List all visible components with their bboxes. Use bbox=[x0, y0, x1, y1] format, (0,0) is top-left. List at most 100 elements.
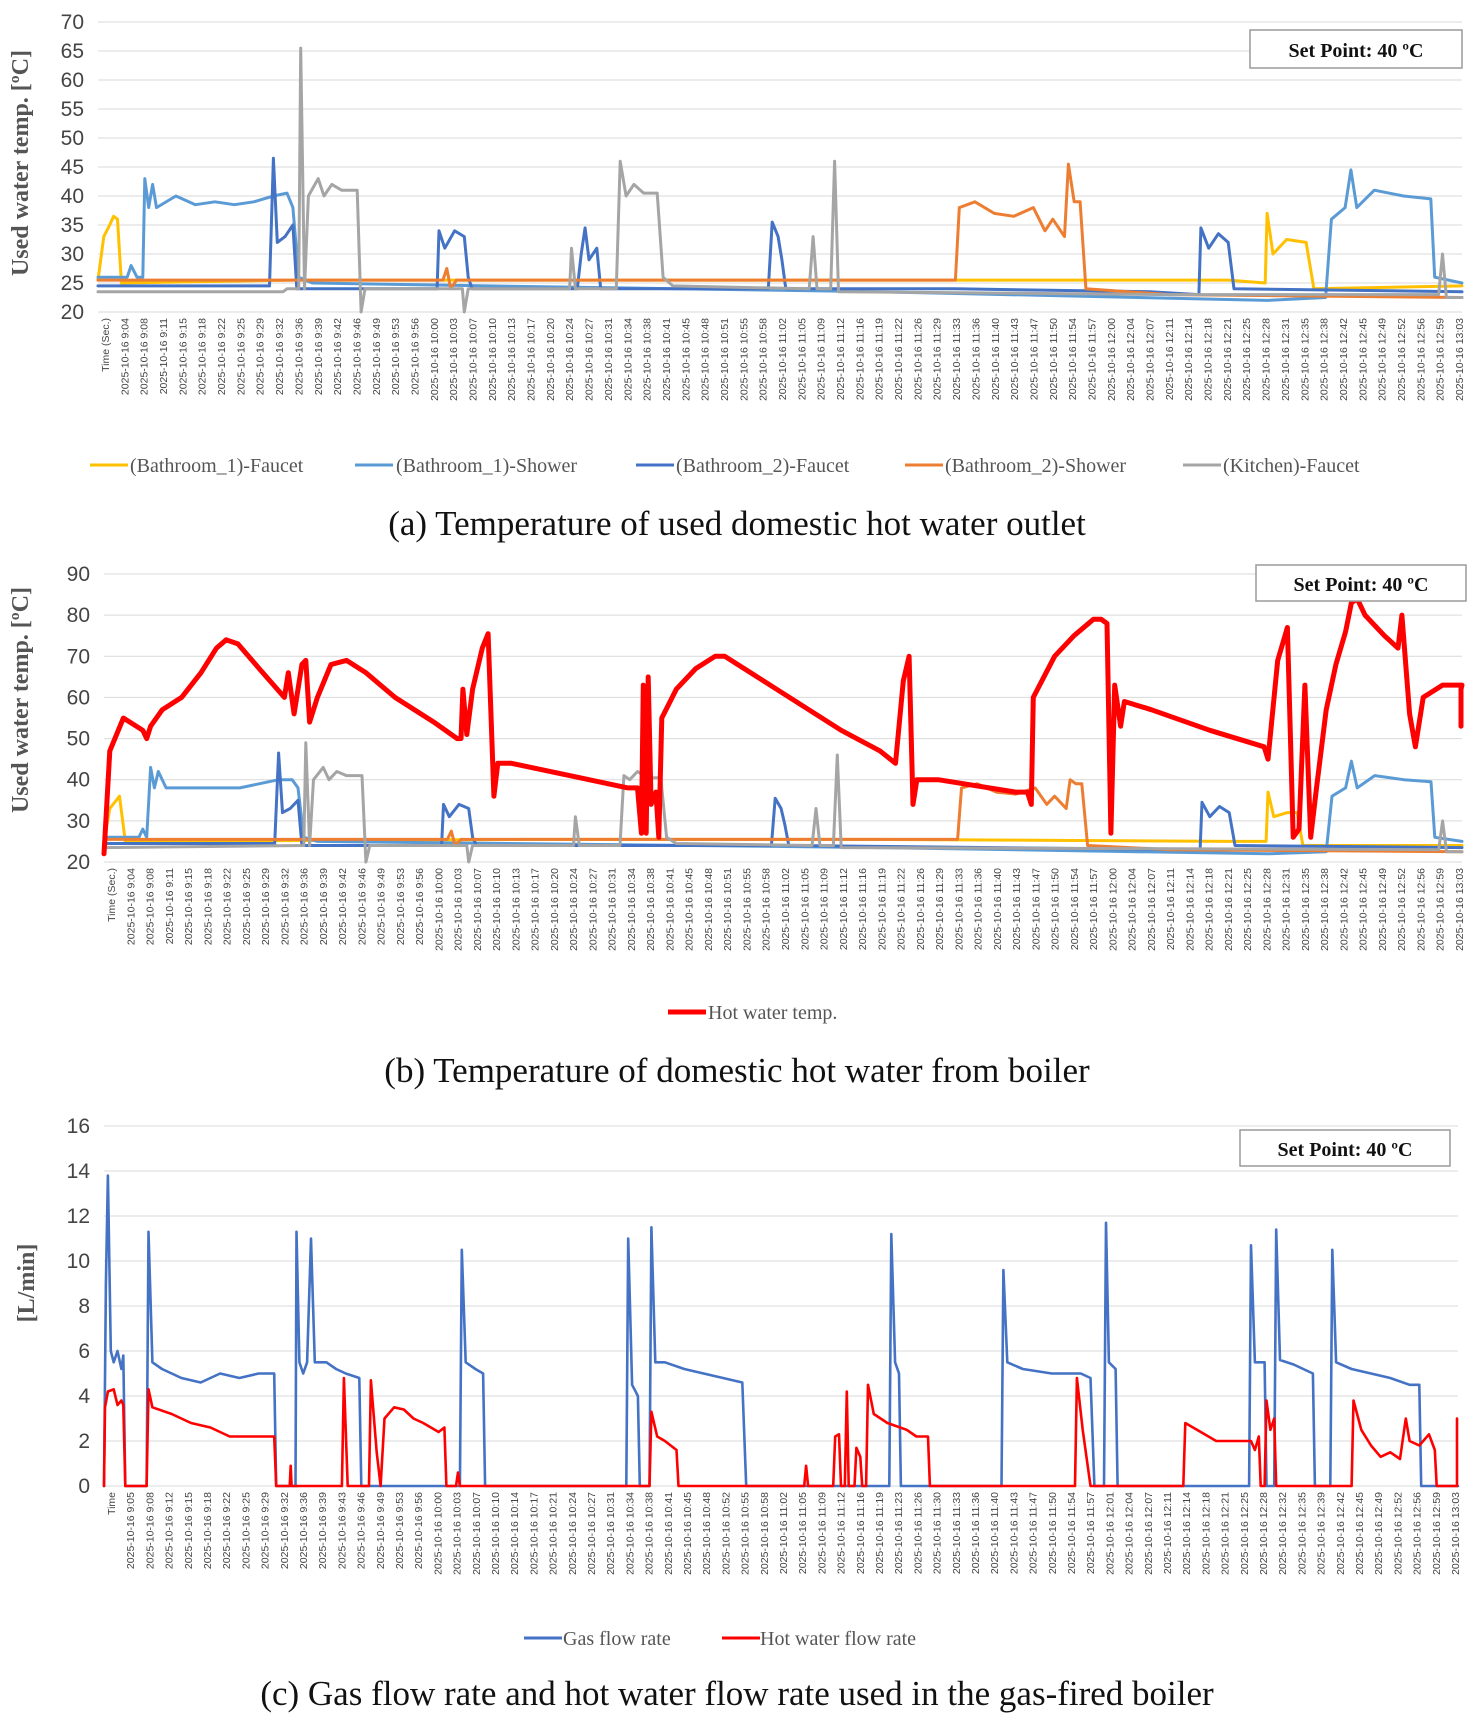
x-tick-label: 2025-10-16 9:15 bbox=[183, 868, 195, 945]
x-tick-label: 2025-10-16 12:45 bbox=[1357, 318, 1369, 401]
x-tick-label: 2025-10-16 9:18 bbox=[197, 318, 209, 395]
x-tick-label: 2025-10-16 10:58 bbox=[758, 318, 770, 401]
x-tick-label: 2025-10-16 12:42 bbox=[1338, 318, 1350, 401]
panel-b-y-axis-label: Used water temp. [ºC] bbox=[8, 587, 34, 813]
x-tick-label: 2025-10-16 10:00 bbox=[429, 318, 441, 401]
x-tick-label: 2025-10-16 12:35 bbox=[1299, 318, 1311, 401]
x-tick-label: 2025-10-16 9:42 bbox=[332, 318, 344, 395]
x-tick-label: 2025-10-16 12:00 bbox=[1106, 318, 1118, 401]
x-tick-label: 2025-10-16 12:45 bbox=[1358, 868, 1370, 951]
x-tick-label: 2025-10-16 9:36 bbox=[298, 1492, 310, 1569]
x-tick-label: 2025-10-16 9:49 bbox=[375, 1492, 387, 1569]
y-tick-label: 60 bbox=[67, 686, 90, 709]
y-tick-label: 50 bbox=[67, 728, 90, 751]
y-tick-label: 20 bbox=[67, 851, 90, 874]
x-tick-label: 2025-10-16 9:18 bbox=[202, 868, 214, 945]
x-tick-label: 2025-10-16 10:17 bbox=[526, 318, 538, 401]
y-tick-label: 35 bbox=[61, 214, 84, 237]
x-tick-label: 2025-10-16 11:57 bbox=[1086, 318, 1098, 400]
x-tick-label: 2025-10-16 10:48 bbox=[701, 1492, 713, 1575]
x-tick-label: 2025-10-16 9:15 bbox=[183, 1492, 195, 1569]
x-tick-label: Time (Sec.) bbox=[100, 318, 112, 372]
x-tick-label: 2025-10-16 10:13 bbox=[506, 318, 518, 401]
x-tick-label: 2025-10-16 10:48 bbox=[703, 868, 715, 951]
x-tick-label: 2025-10-16 9:39 bbox=[318, 868, 330, 945]
x-tick-label: 2025-10-16 9:32 bbox=[279, 1492, 291, 1569]
x-tick-label: 2025-10-16 10:55 bbox=[740, 1492, 752, 1575]
y-tick-label: 8 bbox=[78, 1295, 90, 1318]
x-tick-label: 2025-10-16 11:26 bbox=[912, 318, 924, 400]
y-tick-label: 10 bbox=[67, 1250, 90, 1273]
x-tick-label: 2025-10-16 11:26 bbox=[915, 868, 927, 950]
x-tick-label: 2025-10-16 9:39 bbox=[317, 1492, 329, 1569]
y-tick-label: 20 bbox=[61, 301, 84, 324]
x-tick-label: 2025-10-16 9:11 bbox=[164, 868, 176, 944]
x-tick-label: Time bbox=[106, 1492, 118, 1515]
y-tick-label: 90 bbox=[67, 563, 90, 586]
x-tick-label: 2025-10-16 12:35 bbox=[1300, 868, 1312, 951]
x-tick-label: 2025-10-16 12:59 bbox=[1435, 318, 1447, 401]
x-tick-label: 2025-10-16 12:38 bbox=[1319, 868, 1331, 951]
x-tick-label: 2025-10-16 9:25 bbox=[241, 868, 253, 945]
series-line-3 bbox=[96, 156, 1464, 297]
x-tick-label: 2025-10-16 13:03 bbox=[1450, 1492, 1462, 1575]
y-tick-label: 60 bbox=[61, 69, 84, 92]
x-tick-label: 2025-10-16 11:12 bbox=[836, 1492, 848, 1574]
panel-a-caption: (a) Temperature of used domestic hot wat… bbox=[388, 504, 1086, 543]
x-tick-label: 2025-10-16 12:56 bbox=[1412, 1492, 1424, 1575]
x-tick-label: 2025-10-16 12:49 bbox=[1377, 868, 1389, 951]
x-tick-label: 2025-10-16 11:40 bbox=[990, 318, 1002, 400]
x-tick-label: 2025-10-16 13:03 bbox=[1454, 318, 1466, 401]
x-tick-label: 2025-10-16 12:04 bbox=[1127, 868, 1139, 951]
x-tick-label: 2025-10-16 12:31 bbox=[1280, 318, 1292, 401]
x-tick-label: 2025-10-16 10:20 bbox=[545, 318, 557, 401]
x-tick-label: 2025-10-16 9:29 bbox=[260, 1492, 272, 1569]
x-tick-label: 2025-10-16 10:41 bbox=[664, 868, 676, 951]
y-tick-label: 70 bbox=[67, 645, 90, 668]
x-tick-label: 2025-10-16 11:40 bbox=[989, 1492, 1001, 1574]
x-tick-label: 2025-10-16 12:35 bbox=[1296, 1492, 1308, 1575]
x-tick-label: 2025-10-16 10:07 bbox=[471, 1492, 483, 1575]
x-tick-label: 2025-10-16 11:22 bbox=[893, 318, 905, 400]
x-tick-label: 2025-10-16 11:26 bbox=[912, 1492, 924, 1574]
panel-c-grid bbox=[104, 1125, 1458, 1487]
series-line-2 bbox=[102, 790, 1464, 847]
x-tick-label: 2025-10-16 11:57 bbox=[1088, 868, 1100, 950]
x-tick-label: 2025-10-16 12:21 bbox=[1220, 1492, 1232, 1575]
x-tick-label: 2025-10-16 11:54 bbox=[1066, 1492, 1078, 1574]
x-tick-label: 2025-10-16 10:45 bbox=[684, 868, 696, 951]
panel-c-y-axis-label: [L/min] bbox=[14, 1244, 40, 1323]
x-tick-label: 2025-10-16 10:27 bbox=[584, 318, 596, 401]
x-tick-label: 2025-10-16 12:07 bbox=[1143, 1492, 1155, 1575]
x-tick-label: 2025-10-16 11:19 bbox=[874, 318, 886, 400]
panel-a-lines bbox=[96, 46, 1464, 314]
x-tick-label: 2025-10-16 12:01 bbox=[1104, 1492, 1116, 1575]
x-tick-label: 2025-10-16 9:04 bbox=[125, 868, 137, 945]
legend-label-bathroom1-faucet: (Bathroom_1)-Faucet bbox=[130, 455, 304, 477]
panel-c-lines bbox=[102, 1174, 1460, 1488]
x-tick-label: 2025-10-16 12:04 bbox=[1124, 1492, 1136, 1575]
y-tick-label: 65 bbox=[61, 40, 84, 63]
x-tick-label: 2025-10-16 10:45 bbox=[680, 318, 692, 401]
x-tick-label: 2025-10-16 9:18 bbox=[202, 1492, 214, 1569]
x-tick-label: 2025-10-16 10:41 bbox=[661, 318, 673, 401]
x-tick-label: 2025-10-16 11:33 bbox=[951, 1492, 963, 1574]
x-tick-label: 2025-10-16 11:33 bbox=[951, 318, 963, 400]
x-tick-label: 2025-10-16 11:22 bbox=[896, 868, 908, 950]
y-tick-label: 0 bbox=[78, 1475, 90, 1498]
series-line-2 bbox=[102, 1376, 1459, 1488]
x-tick-label: 2025-10-16 10:07 bbox=[468, 318, 480, 401]
panel-a-setpoint-box bbox=[1249, 29, 1463, 69]
x-tick-label: 2025-10-16 9:08 bbox=[145, 868, 157, 945]
panel-b-lines bbox=[101, 596, 1465, 864]
x-tick-label: 2025-10-16 11:02 bbox=[777, 318, 789, 400]
x-tick-label: 2025-10-16 9:29 bbox=[260, 868, 272, 945]
y-tick-label: 40 bbox=[61, 185, 84, 208]
x-tick-label: 2025-10-16 9:36 bbox=[299, 868, 311, 945]
x-tick-label: 2025-10-16 10:10 bbox=[490, 1492, 502, 1575]
x-tick-label: 2025-10-16 9:22 bbox=[222, 868, 234, 945]
series-line-1 bbox=[101, 596, 1465, 857]
x-tick-label: 2025-10-16 12:11 bbox=[1162, 1492, 1174, 1574]
x-tick-label: 2025-10-16 11:05 bbox=[797, 1492, 809, 1574]
